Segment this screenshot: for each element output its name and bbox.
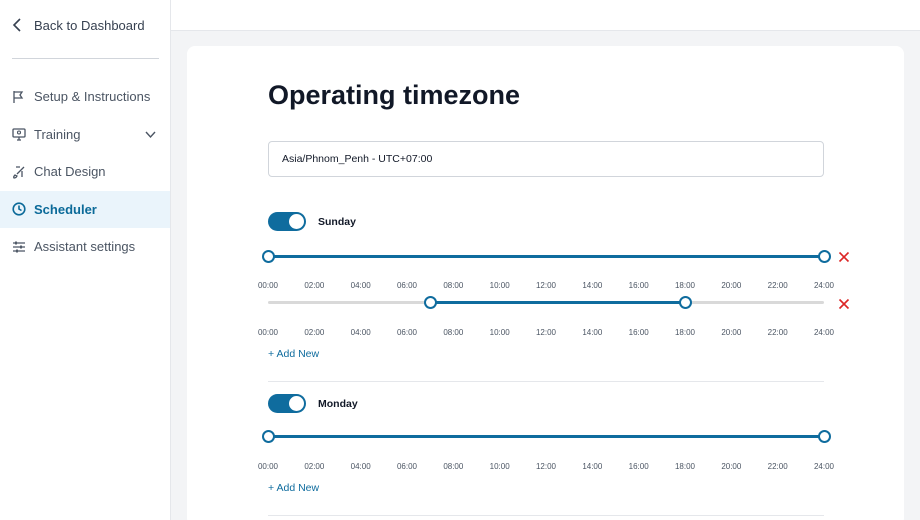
tick-label: 04:00 [350,328,371,337]
scheduler-card: Operating timezone Sunday 00:00 02:00 04:0… [187,46,904,520]
tick-label: 20:00 [721,462,742,471]
tick-label: 16:00 [628,281,649,290]
tick-label: 00:00 [257,281,279,290]
tick-label: 02:00 [304,462,325,471]
time-range-slider[interactable] [268,295,824,309]
tick-label: 12:00 [535,462,557,471]
tick-label: 18:00 [674,281,696,290]
range-start-handle[interactable] [261,430,275,443]
add-new-range-link[interactable]: + Add New [268,482,320,494]
tick-label: 14:00 [582,328,603,337]
delete-range-icon[interactable] [837,297,851,311]
toggle-knob [289,396,304,411]
tick-label: 06:00 [396,281,418,290]
sunday-toggle[interactable] [268,212,306,231]
tick-label: 14:00 [582,462,603,471]
delete-range-icon[interactable] [837,250,851,264]
range-end-handle[interactable] [817,430,831,443]
tick-label: 08:00 [443,328,464,337]
tick-label: 02:00 [304,328,325,337]
tick-label: 10:00 [489,281,510,290]
time-tick-labels: 00:00 02:00 04:00 06:00 08:00 10:00 12:00 14:00… [258,462,834,474]
toggle-knob [289,214,304,229]
tick-label: 22:00 [767,462,788,471]
tick-label: 16:00 [628,462,649,471]
tick-label: 08:00 [443,281,464,290]
chevron-left-icon [12,18,21,32]
sidebar: Back to Dashboard Setup & Instructions T… [0,0,171,520]
tick-label: 00:00 [257,328,279,337]
sidebar-nav: Setup & Instructions Training Chat Desig… [0,78,170,266]
brush-icon [13,166,25,179]
add-new-range-link[interactable]: + Add New [268,348,320,360]
tick-label: 08:00 [443,462,464,471]
tick-label: 24:00 [813,462,835,471]
range-start-handle[interactable] [423,296,437,309]
day-label-monday: Monday [318,397,358,410]
tick-label: 00:00 [257,462,279,471]
back-to-dashboard-link[interactable]: Back to Dashboard [12,12,145,38]
sidebar-item-label: Assistant settings [34,239,136,255]
tick-label: 12:00 [535,281,557,290]
day-header-monday: Monday [268,394,358,413]
tick-label: 22:00 [767,328,788,337]
flag-icon [13,90,24,103]
slider-range [268,435,824,438]
sliders-icon [13,241,25,253]
sidebar-item-label: Chat Design [34,164,106,180]
tick-label: 10:00 [489,328,510,337]
monday-toggle[interactable] [268,394,306,413]
clock-icon [12,202,26,216]
tick-label: 04:00 [350,462,371,471]
monitor-icon [12,128,26,141]
tick-label: 20:00 [721,328,742,337]
time-range-slider[interactable] [261,429,831,443]
tick-label: 14:00 [582,281,603,290]
day-label-sunday: Sunday [318,215,356,228]
sidebar-item-label: Scheduler [34,201,97,217]
range-start-handle[interactable] [261,250,275,263]
range-end-handle[interactable] [678,296,692,309]
time-tick-labels: 00:00 02:00 04:00 06:00 08:00 10:00 12:00 14:00… [258,328,834,340]
timezone-select[interactable] [268,141,824,177]
sidebar-item-chat-design[interactable]: Chat Design [0,153,170,191]
time-range-slider[interactable] [261,249,831,263]
day-header-sunday: Sunday [268,212,356,231]
back-label: Back to Dashboard [34,17,145,33]
sidebar-item-assistant-settings[interactable]: Assistant settings [0,228,170,266]
sidebar-item-label: Training [34,126,81,142]
tick-label: 18:00 [674,328,696,337]
tick-label: 06:00 [396,328,418,337]
slider-range [268,255,824,258]
sidebar-item-setup[interactable]: Setup & Instructions [0,78,170,116]
day-divider [268,381,824,382]
tick-label: 22:00 [767,281,788,290]
range-end-handle[interactable] [817,250,831,263]
chevron-down-icon[interactable] [145,129,156,140]
sidebar-item-training[interactable]: Training [0,116,170,154]
tick-label: 16:00 [628,328,649,337]
sidebar-item-label: Setup & Instructions [34,89,151,105]
sidebar-item-scheduler[interactable]: Scheduler [0,190,170,228]
tick-label: 04:00 [350,281,371,290]
tick-label: 10:00 [489,462,510,471]
tick-label: 24:00 [813,328,835,337]
tick-label: 06:00 [396,462,418,471]
top-header [171,0,920,31]
tick-label: 18:00 [674,462,696,471]
tick-label: 12:00 [535,328,557,337]
page-title: Operating timezone [268,80,521,110]
tick-label: 20:00 [721,281,742,290]
time-tick-labels: 00:00 02:00 04:00 06:00 08:00 10:00 12:00 14:00… [258,281,834,293]
sidebar-divider [12,58,159,59]
slider-range [430,301,685,304]
day-divider [268,515,824,516]
tick-label: 24:00 [813,281,835,290]
tick-label: 02:00 [304,281,325,290]
